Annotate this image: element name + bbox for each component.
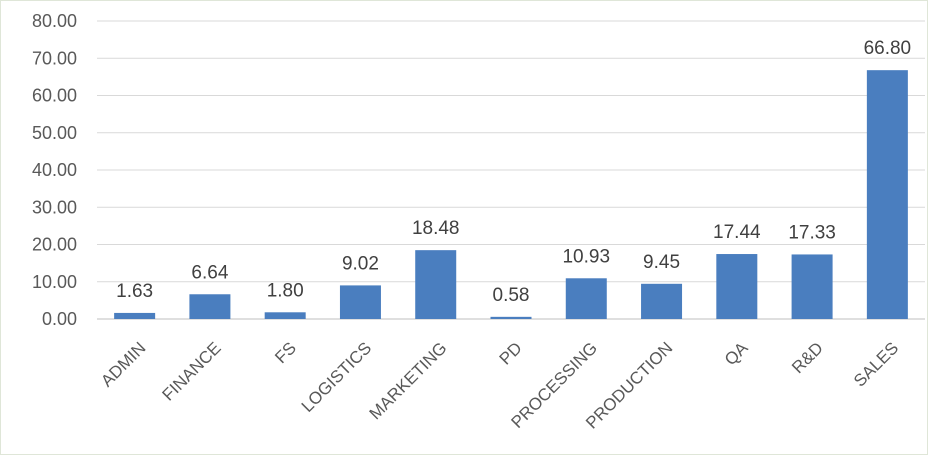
y-tick-label: 30.00: [32, 197, 77, 217]
y-axis-tick-labels: 0.00 10.00 20.00 30.00 40.00 50.00 60.00 70.00 8…: [32, 11, 77, 329]
data-label: 9.45: [643, 252, 680, 273]
data-label: 9.02: [342, 253, 379, 274]
data-label: 1.63: [116, 281, 153, 302]
bar-r-d: [791, 254, 833, 319]
data-label: 18.48: [412, 218, 460, 239]
y-tick-label: 70.00: [32, 48, 77, 68]
data-label: 17.44: [713, 222, 761, 243]
category-label: PD: [496, 338, 526, 368]
y-tick-label: 10.00: [32, 272, 77, 292]
category-label: FINANCE: [159, 338, 225, 404]
bar-finance: [189, 294, 231, 319]
category-label: LOGISTICS: [298, 338, 376, 416]
data-label: 17.33: [788, 222, 836, 243]
bar-marketing: [415, 250, 457, 319]
data-label: 10.93: [562, 246, 610, 267]
y-tick-label: 20.00: [32, 235, 77, 255]
category-label: ADMIN: [97, 338, 149, 390]
y-tick-label: 40.00: [32, 160, 77, 180]
category-label: QA: [721, 338, 752, 369]
bar-admin: [114, 312, 156, 319]
category-label: MARKETING: [366, 338, 451, 423]
data-labels: 1.63 6.64 1.80 9.02 18.48 0.58 10.93 9.45 17.44 1…: [116, 38, 911, 306]
gridlines: [97, 20, 925, 320]
category-label: R&D: [788, 338, 827, 377]
category-label: SALES: [850, 338, 902, 390]
y-tick-label: 60.00: [32, 86, 77, 106]
y-tick-label: 80.00: [32, 11, 77, 31]
bars: [114, 70, 908, 319]
data-label: 0.58: [493, 285, 530, 306]
bar-fs: [264, 312, 306, 319]
bar-processing: [565, 278, 607, 319]
data-label: 1.80: [267, 280, 304, 301]
y-tick-label: 0.00: [42, 309, 77, 329]
data-label: 66.80: [864, 38, 912, 59]
category-label: FS: [271, 338, 300, 367]
bar-logistics: [339, 285, 381, 319]
bar-production: [641, 283, 683, 319]
bar-qa: [716, 254, 758, 319]
bar-pd: [490, 316, 532, 319]
data-label: 6.64: [191, 262, 228, 283]
bar-sales: [866, 70, 908, 319]
y-tick-label: 50.00: [32, 123, 77, 143]
